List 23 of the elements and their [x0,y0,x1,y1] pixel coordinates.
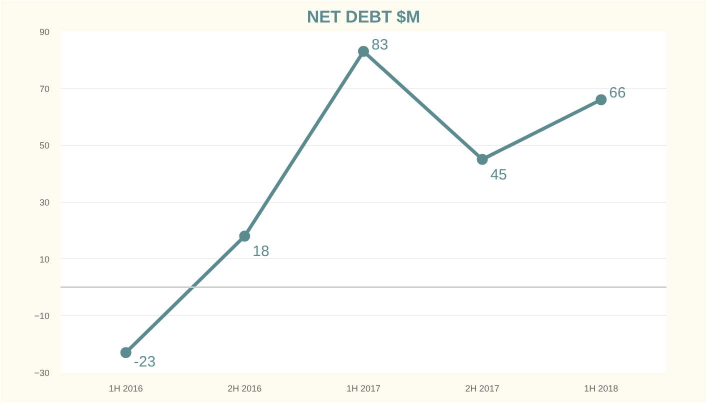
x-tick-label: 1H 2017 [346,384,381,394]
data-label: 18 [252,243,270,260]
data-label: 83 [372,36,388,54]
x-tick-label: 2H 2016 [228,384,262,394]
y-tick-label: 10 [39,254,50,264]
data-label: -23 [134,354,156,371]
data-label: 66 [609,84,626,102]
y-tick-label: 50 [39,140,50,151]
x-tick-label: 1H 2018 [584,384,618,394]
y-tick-label: 90 [39,27,50,37]
y-tick-label: 30 [39,198,50,208]
point [358,46,369,57]
point [120,347,132,358]
x-tick-label: 1H 2016 [108,384,143,394]
y-tick-label: 70 [39,84,50,94]
y-tick-label: −30 [34,368,50,378]
chart-title: NET DEBT $M [306,8,420,26]
data-label: 45 [490,166,508,184]
x-tick-label: 2H 2017 [465,384,500,394]
point [239,230,250,242]
point [476,154,488,165]
y-tick-label: −10 [34,311,50,322]
point [596,94,607,106]
